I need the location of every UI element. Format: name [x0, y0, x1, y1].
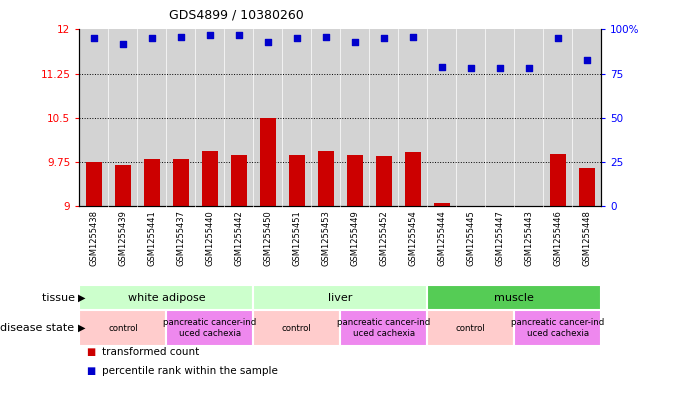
Bar: [79, 310, 167, 346]
Point: [407, 33, 418, 40]
Text: GDS4899 / 10380260: GDS4899 / 10380260: [169, 9, 303, 22]
Bar: [86, 162, 102, 206]
Text: GSM1255444: GSM1255444: [437, 210, 446, 266]
Point: [436, 63, 447, 70]
Text: GSM1255447: GSM1255447: [495, 210, 504, 266]
Text: control: control: [108, 324, 138, 332]
Text: GSM1255449: GSM1255449: [350, 210, 359, 266]
Point: [292, 35, 303, 41]
Bar: [318, 151, 334, 206]
Bar: [173, 159, 189, 206]
Text: ▶: ▶: [78, 293, 86, 303]
Point: [205, 31, 216, 38]
Text: GSM1255446: GSM1255446: [553, 210, 562, 266]
Bar: [347, 155, 363, 206]
Bar: [260, 118, 276, 206]
Text: white adipose: white adipose: [128, 293, 205, 303]
Point: [378, 35, 389, 41]
Bar: [254, 310, 340, 346]
Text: GSM1255451: GSM1255451: [292, 210, 301, 266]
Text: pancreatic cancer-ind
uced cachexia: pancreatic cancer-ind uced cachexia: [511, 318, 605, 338]
Text: GSM1255448: GSM1255448: [583, 210, 591, 266]
Point: [523, 65, 534, 72]
Point: [117, 40, 129, 47]
Bar: [405, 152, 421, 206]
Bar: [340, 310, 427, 346]
Point: [581, 56, 592, 62]
Bar: [254, 285, 427, 310]
Text: percentile rank within the sample: percentile rank within the sample: [102, 365, 278, 376]
Text: ■: ■: [86, 347, 95, 357]
Text: muscle: muscle: [494, 293, 534, 303]
Text: GSM1255442: GSM1255442: [234, 210, 243, 266]
Point: [494, 65, 505, 72]
Text: control: control: [282, 324, 312, 332]
Text: GSM1255445: GSM1255445: [466, 210, 475, 266]
Text: tissue: tissue: [41, 293, 78, 303]
Point: [234, 31, 245, 38]
Text: GSM1255437: GSM1255437: [176, 210, 185, 266]
Text: GSM1255454: GSM1255454: [408, 210, 417, 266]
Text: liver: liver: [328, 293, 352, 303]
Text: GSM1255443: GSM1255443: [524, 210, 533, 266]
Bar: [514, 310, 601, 346]
Text: pancreatic cancer-ind
uced cachexia: pancreatic cancer-ind uced cachexia: [163, 318, 256, 338]
Text: pancreatic cancer-ind
uced cachexia: pancreatic cancer-ind uced cachexia: [337, 318, 430, 338]
Bar: [427, 310, 514, 346]
Text: ■: ■: [86, 365, 95, 376]
Point: [263, 39, 274, 45]
Text: control: control: [456, 324, 486, 332]
Text: GSM1255440: GSM1255440: [205, 210, 214, 266]
Text: GSM1255441: GSM1255441: [147, 210, 156, 266]
Point: [146, 35, 158, 41]
Bar: [202, 151, 218, 206]
Point: [88, 35, 100, 41]
Bar: [289, 155, 305, 206]
Point: [176, 33, 187, 40]
Text: GSM1255438: GSM1255438: [89, 210, 98, 266]
Bar: [144, 159, 160, 206]
Bar: [115, 165, 131, 206]
Bar: [550, 154, 566, 206]
Bar: [427, 285, 601, 310]
Text: ▶: ▶: [78, 323, 86, 333]
Bar: [167, 310, 254, 346]
Text: transformed count: transformed count: [102, 347, 199, 357]
Point: [465, 65, 476, 72]
Bar: [376, 156, 392, 206]
Point: [349, 39, 360, 45]
Point: [552, 35, 563, 41]
Bar: [578, 168, 595, 206]
Bar: [231, 155, 247, 206]
Text: GSM1255452: GSM1255452: [379, 210, 388, 266]
Point: [321, 33, 332, 40]
Text: GSM1255450: GSM1255450: [263, 210, 272, 266]
Text: GSM1255439: GSM1255439: [118, 210, 127, 266]
Text: GSM1255453: GSM1255453: [321, 210, 330, 266]
Bar: [434, 203, 450, 206]
Bar: [79, 285, 254, 310]
Text: disease state: disease state: [1, 323, 78, 333]
